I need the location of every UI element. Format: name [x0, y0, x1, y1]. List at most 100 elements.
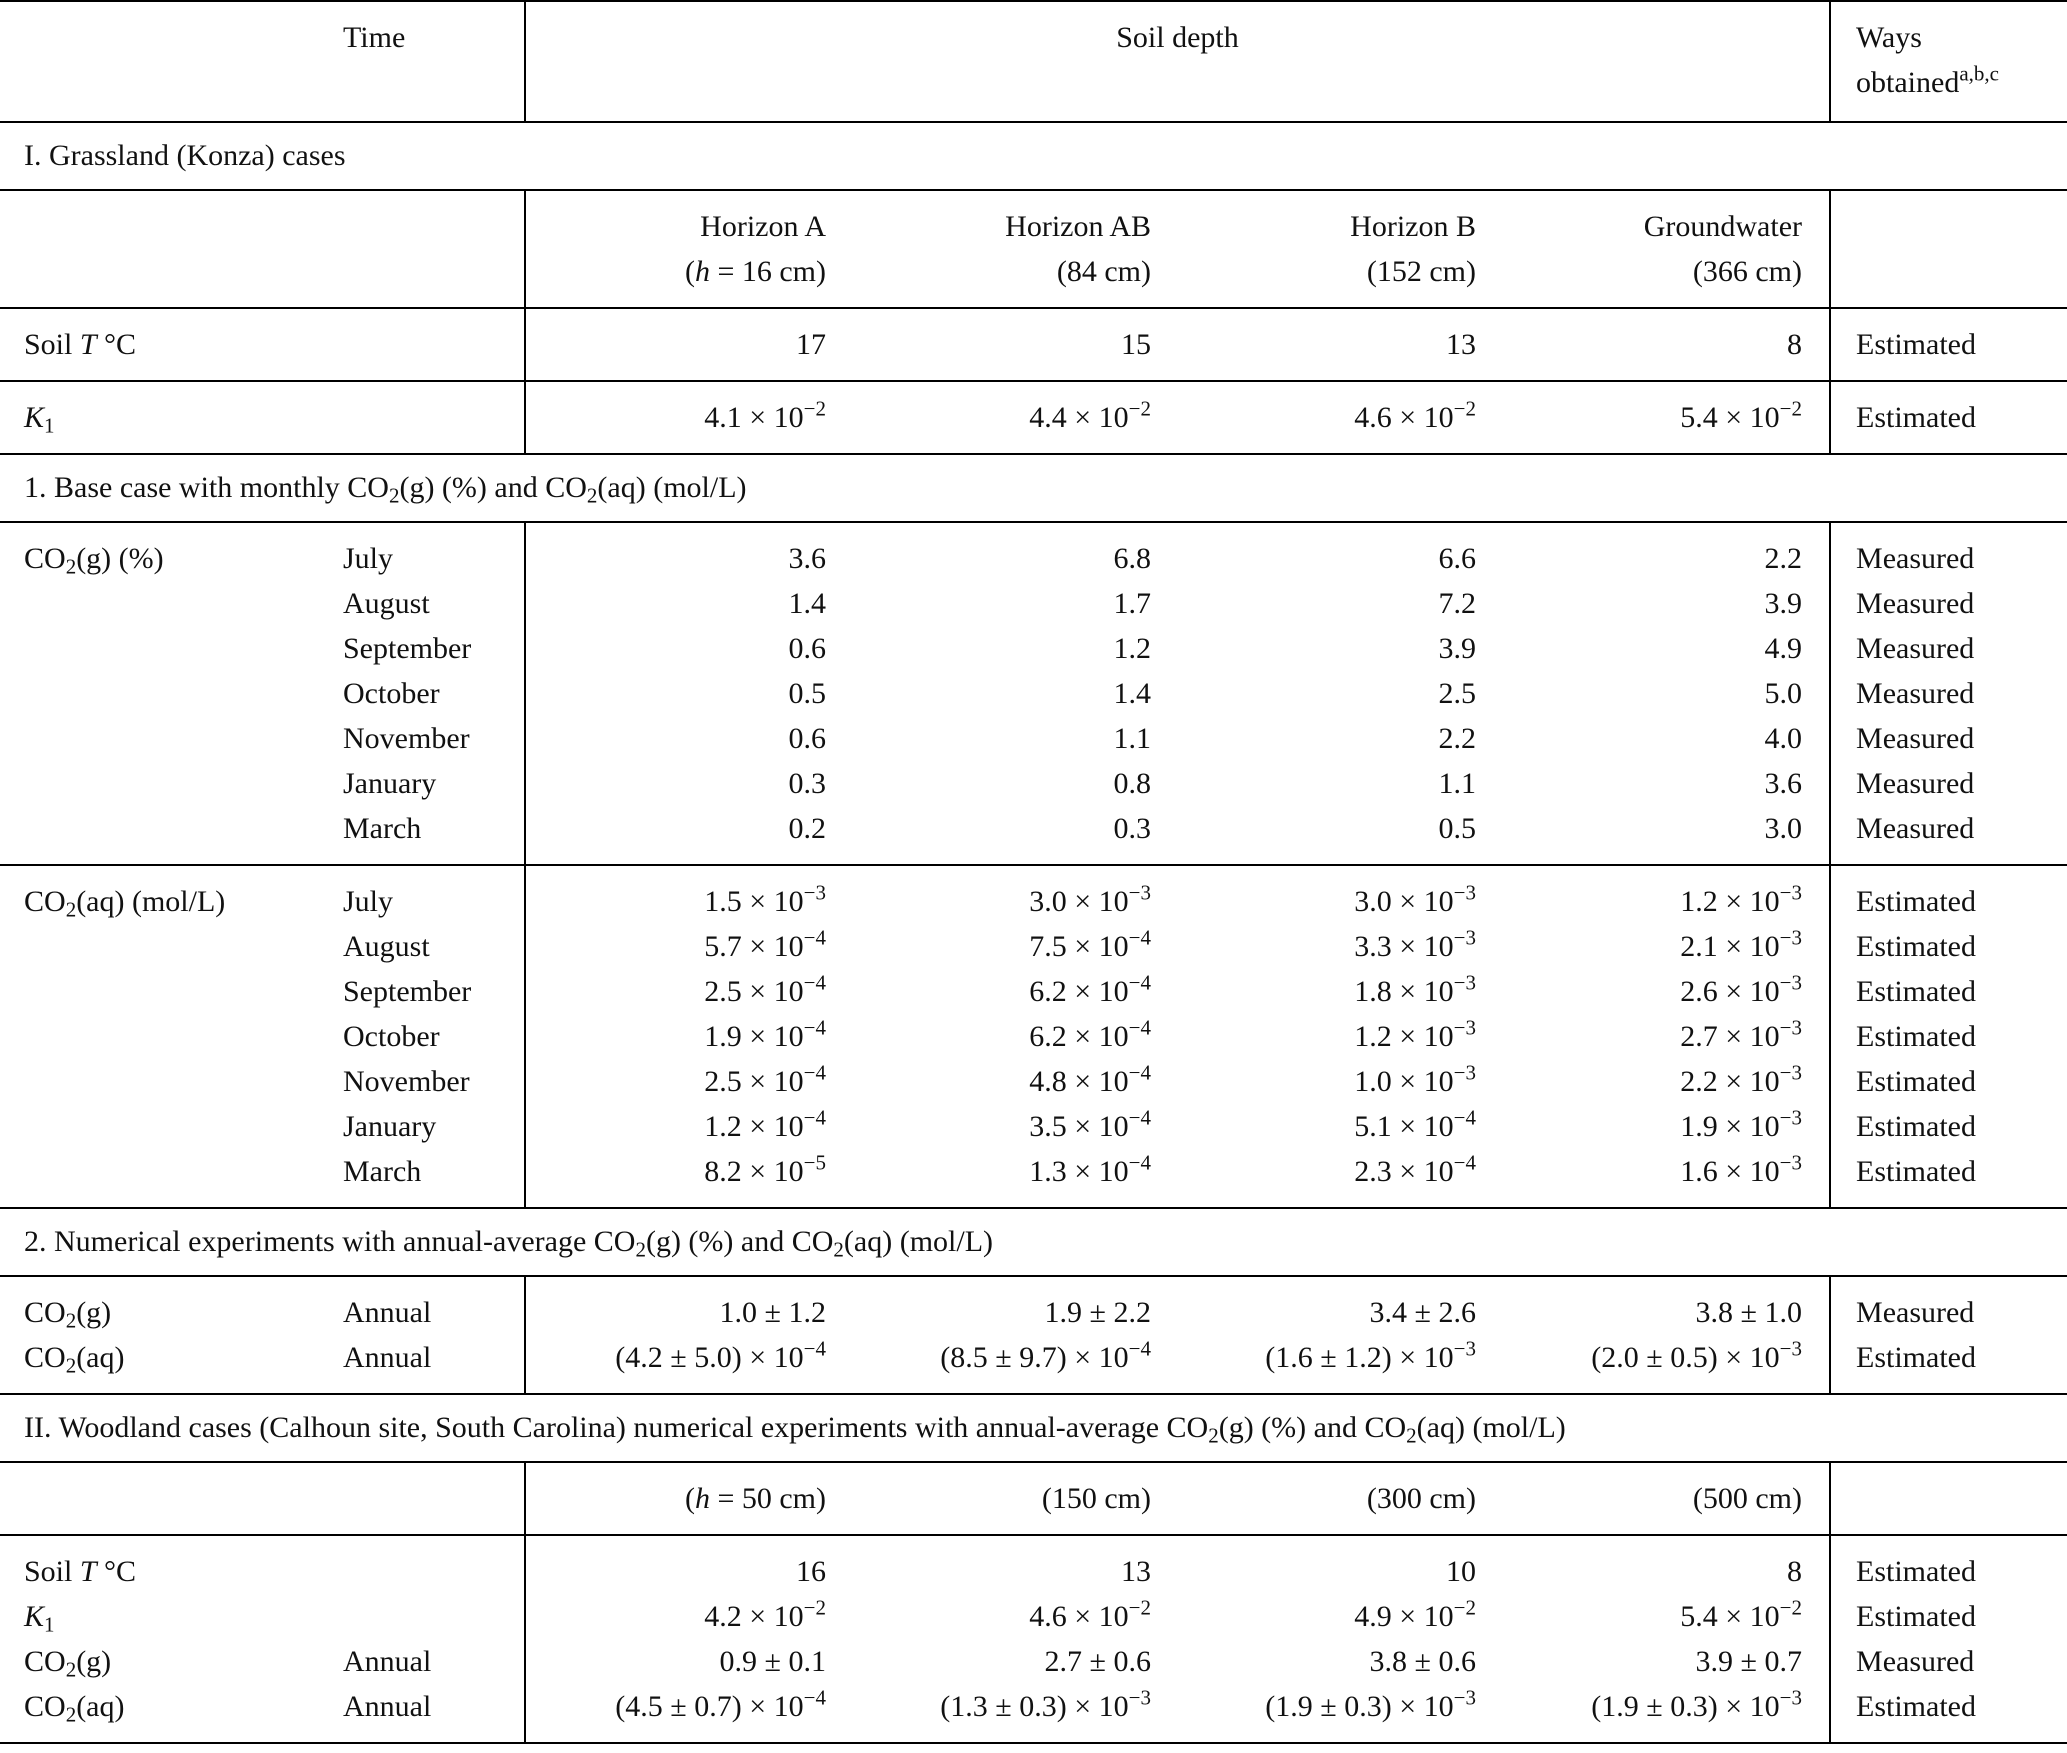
- supscript: −4: [1453, 1150, 1476, 1175]
- supscript: −4: [803, 970, 826, 995]
- text: 17: [796, 328, 826, 361]
- text: 0.5: [1438, 812, 1477, 845]
- text: (: [684, 255, 695, 288]
- supscript: −4: [1128, 1060, 1151, 1085]
- text: 3.4 ± 2.6: [1369, 1296, 1476, 1329]
- table-block: (h = 50 cm) (150 cm) (300 cm) (500 cm): [0, 1462, 2067, 1535]
- text: Annual: [343, 1645, 432, 1678]
- text: Measured: [1856, 812, 1975, 845]
- supscript: −3: [1779, 925, 1803, 950]
- supscript: −3: [1779, 880, 1803, 905]
- cell: 0.6: [524, 716, 826, 761]
- cell: [0, 1059, 343, 1104]
- text: March: [343, 1155, 422, 1188]
- text: (366 cm): [1692, 255, 1803, 288]
- cell: Estimated: [1829, 1149, 2067, 1208]
- text: 1.1: [1113, 722, 1152, 755]
- text: 4.0: [1764, 722, 1803, 755]
- cell: August: [343, 924, 525, 969]
- supscript: −3: [1453, 1685, 1476, 1710]
- text: Estimated: [1856, 1341, 1976, 1374]
- table-row: March 0.2 0.3 0.5 3.0 Measured: [0, 806, 2067, 865]
- cell: 8: [1476, 308, 1830, 381]
- supscript: −3: [1453, 925, 1476, 950]
- cell: Estimated: [1829, 1335, 2067, 1394]
- cell: Annual: [343, 1639, 525, 1684]
- text: 3.0 × 10: [1354, 885, 1454, 918]
- cell: [343, 1535, 525, 1594]
- cell: CO2(aq): [0, 1335, 343, 1394]
- text: (500 cm): [1692, 1482, 1803, 1515]
- text: CO: [24, 1341, 66, 1374]
- cell: Measured: [1829, 671, 2067, 716]
- cell: Measured: [1829, 626, 2067, 671]
- subscript: 2: [586, 483, 598, 508]
- cell: 4.8 × 10−4: [826, 1059, 1151, 1104]
- cell: 2.2: [1476, 522, 1830, 581]
- cell: 0.5: [1151, 806, 1477, 865]
- text: September: [343, 975, 472, 1008]
- cell: 4.1 × 10−2: [524, 381, 826, 454]
- supscript: −2: [1779, 1595, 1803, 1620]
- cell: 3.6: [524, 522, 826, 581]
- cell: (500 cm): [1476, 1462, 1830, 1535]
- cell: October: [343, 671, 525, 716]
- text: 4.4 × 10: [1029, 401, 1129, 434]
- text: (1.9 ± 0.3) × 10: [1265, 1690, 1454, 1723]
- text: 1.6 × 10: [1680, 1155, 1780, 1188]
- cell: 0.2: [524, 806, 826, 865]
- table-block: CO2(g) Annual 1.0 ± 1.2 1.9 ± 2.2 3.4 ± 2.6 3…: [0, 1276, 2067, 1394]
- text: October: [343, 677, 440, 710]
- text: Measured: [1856, 767, 1975, 800]
- cell: [0, 249, 343, 308]
- cell: Estimated: [1829, 1104, 2067, 1149]
- text: Annual: [343, 1296, 432, 1329]
- text: Soil: [24, 1555, 80, 1588]
- cell: Annual: [343, 1276, 525, 1335]
- table-header: Time Soil depth Ways obtaineda,b,c: [0, 1, 2067, 122]
- cell: 8.2 × 10−5: [524, 1149, 826, 1208]
- text: (1.3 ± 0.3) × 10: [940, 1690, 1129, 1723]
- table-block: I. Grassland (Konza) cases: [0, 122, 2067, 190]
- text: 1.9 × 10: [704, 1020, 804, 1053]
- text: 5.4 × 10: [1680, 401, 1780, 434]
- text: 4.8 × 10: [1029, 1065, 1129, 1098]
- text: (1.9 ± 0.3) × 10: [1591, 1690, 1780, 1723]
- text: CO: [24, 542, 66, 575]
- cell: 6.2 × 10−4: [826, 969, 1151, 1014]
- text: (84 cm): [1056, 255, 1151, 288]
- header-row: Time Soil depth Ways obtaineda,b,c: [0, 1, 2067, 122]
- italic-text: K: [24, 1600, 45, 1633]
- cell: 17: [524, 308, 826, 381]
- text: 2.7 × 10: [1680, 1020, 1780, 1053]
- text: November: [343, 722, 470, 755]
- italic-text: T: [79, 328, 97, 361]
- table-row: CO2(g) Annual 1.0 ± 1.2 1.9 ± 2.2 3.4 ± 2.6 3…: [0, 1276, 2067, 1335]
- cell: Measured: [1829, 1276, 2067, 1335]
- text: 1.2 × 10: [1354, 1020, 1454, 1053]
- text: 3.3 × 10: [1354, 930, 1454, 963]
- cell: [0, 761, 343, 806]
- text: Estimated: [1856, 328, 1976, 361]
- text: August: [343, 587, 430, 620]
- cell: CO2(aq) (mol/L): [0, 865, 343, 924]
- text: Measured: [1856, 677, 1975, 710]
- cell: 5.1 × 10−4: [1151, 1104, 1476, 1149]
- cell: July: [343, 865, 525, 924]
- text: 1.9 × 10: [1680, 1110, 1780, 1143]
- text: 2.2: [1438, 722, 1477, 755]
- text: 13: [1121, 1555, 1151, 1588]
- table-block: CO2(g) (%) July 3.6 6.8 6.6 2.2 Measured August…: [0, 522, 2067, 865]
- table-row: Soil T °C 16 13 10 8 Estimated: [0, 1535, 2067, 1594]
- section-title: II. Woodland cases (Calhoun site, South …: [0, 1394, 2067, 1462]
- cell: 5.7 × 10−4: [524, 924, 826, 969]
- text: Measured: [1856, 1296, 1975, 1329]
- text: Estimated: [1856, 1065, 1976, 1098]
- text: 5.1 × 10: [1354, 1110, 1454, 1143]
- italic-text: h: [694, 1482, 710, 1515]
- table-block: Soil T °C 16 13 10 8 Estimated K1 4.2 × 10−2 4.6…: [0, 1535, 2067, 1743]
- text: Horizon AB: [1005, 210, 1151, 243]
- text: (150 cm): [1041, 1482, 1151, 1515]
- cell: 1.6 × 10−3: [1476, 1149, 1830, 1208]
- cell: CO2(g) (%): [0, 522, 343, 581]
